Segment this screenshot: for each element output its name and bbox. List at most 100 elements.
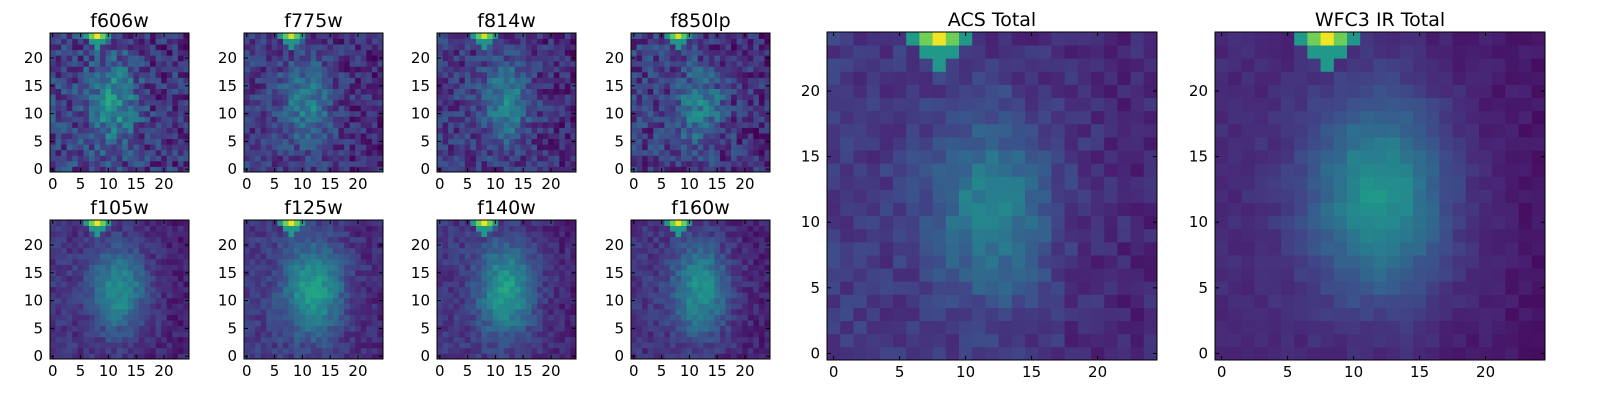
heatmap-cell (338, 166, 345, 173)
heatmap-cell (177, 281, 184, 288)
heatmap-cell (332, 253, 339, 260)
heatmap-cell (631, 99, 637, 106)
heatmap-cell (681, 94, 687, 101)
heatmap-cell (453, 314, 460, 321)
heatmap-cell (166, 297, 173, 304)
heatmap-cell (531, 66, 538, 73)
heatmap-cell (636, 38, 643, 45)
x-tick-label: 15 (514, 175, 533, 193)
heatmap-cell (492, 303, 499, 310)
heatmap-cell (122, 66, 129, 73)
heatmap-cell (377, 342, 384, 349)
heatmap-cell (503, 314, 510, 321)
heatmap-cell (708, 281, 715, 288)
heatmap-cell (525, 331, 532, 338)
heatmap-cell (686, 281, 693, 288)
heatmap-cell (177, 88, 184, 95)
heatmap-cell (116, 105, 123, 112)
heatmap-cell (138, 286, 145, 293)
heatmap-cell (344, 308, 351, 315)
heatmap-cell (133, 144, 140, 151)
heatmap-cell (260, 83, 267, 89)
heatmap-cell (509, 160, 516, 167)
heatmap-cell (50, 281, 56, 288)
heatmap-cell (442, 242, 449, 249)
heatmap-cell (703, 314, 710, 321)
heatmap-cell (692, 38, 699, 45)
heatmap-cell (360, 71, 367, 78)
heatmap-cell (266, 258, 273, 265)
heatmap-cell (692, 33, 699, 39)
heatmap-cell (725, 133, 732, 140)
heatmap-cell (332, 83, 339, 89)
heatmap-cell (61, 49, 68, 56)
heatmap-cell (166, 116, 173, 123)
heatmap-cell (481, 303, 488, 310)
heatmap-cell (487, 55, 493, 62)
heatmap-cell (271, 155, 278, 162)
heatmap-cell (742, 331, 749, 338)
heatmap-cell (255, 247, 262, 254)
heatmap-cell (448, 166, 455, 173)
heatmap-cell (327, 253, 334, 260)
heatmap-cell (758, 99, 765, 106)
heatmap-cell (747, 331, 754, 338)
heatmap-cell (448, 325, 455, 332)
heatmap-cell (559, 60, 566, 67)
y-tick-label: 20 (411, 49, 430, 67)
heatmap-cell (553, 258, 560, 265)
heatmap-cell (453, 99, 460, 106)
heatmap-cell (747, 286, 754, 293)
heatmap-cell (299, 270, 306, 276)
heatmap-cell (514, 166, 521, 173)
heatmap-cell (664, 105, 671, 112)
heatmap-cell (344, 149, 351, 156)
heatmap-cell (282, 314, 289, 321)
heatmap-cell (61, 314, 68, 321)
heatmap-cell (271, 292, 278, 299)
heatmap-cell (355, 105, 362, 112)
heatmap-cell (442, 33, 449, 39)
heatmap-cell (77, 44, 84, 51)
heatmap-cell (166, 275, 173, 282)
heatmap-cell (475, 320, 482, 327)
heatmap-cell (487, 264, 493, 271)
panel-title: f105w (90, 197, 149, 219)
heatmap-cell (127, 49, 134, 56)
heatmap-cell (122, 253, 129, 260)
heatmap-cell (61, 347, 68, 354)
heatmap-cell (448, 77, 455, 84)
heatmap-cell (481, 347, 488, 354)
heatmap-cell (731, 281, 738, 288)
panel-title: f125w (284, 197, 343, 219)
heatmap-cell (111, 38, 118, 45)
heatmap-cell (282, 66, 289, 73)
heatmap-cell (355, 133, 362, 140)
heatmap-cell (553, 66, 560, 73)
heatmap-cell (327, 127, 334, 134)
heatmap-cell (509, 71, 516, 78)
heatmap-cell (764, 342, 771, 349)
heatmap-cell (332, 144, 339, 151)
heatmap-cell (66, 121, 73, 128)
heatmap-cell (161, 110, 168, 117)
heatmap-cell (448, 220, 455, 226)
heatmap-cell (703, 49, 710, 56)
heatmap-cell (503, 55, 510, 62)
heatmap-cell (559, 77, 566, 84)
heatmap-cell (525, 270, 532, 276)
heatmap-cell (305, 49, 312, 56)
heatmap-cell (548, 314, 555, 321)
heatmap-cell (282, 110, 289, 117)
heatmap-cell (747, 127, 754, 134)
heatmap-cell (631, 275, 637, 282)
heatmap-cell (487, 236, 493, 243)
heatmap-cell (642, 88, 649, 95)
heatmap-cell (166, 88, 173, 95)
heatmap-cell (559, 331, 566, 338)
heatmap-cell (183, 133, 190, 140)
heatmap-cell (714, 314, 721, 321)
heatmap-cell (271, 258, 278, 265)
y-tick-label: 15 (411, 264, 430, 282)
heatmap-cell (719, 308, 726, 315)
